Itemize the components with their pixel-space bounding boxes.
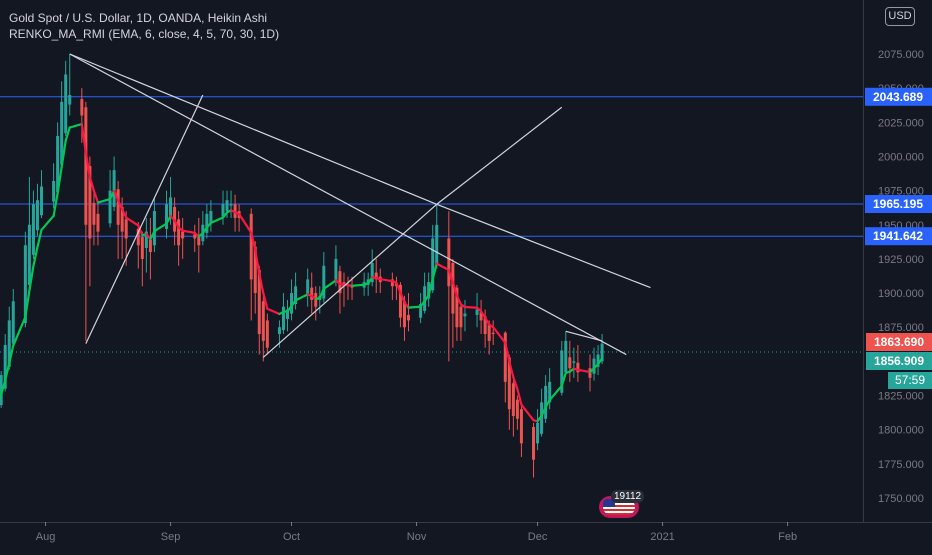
candle-body[interactable] — [262, 301, 265, 341]
candle-body[interactable] — [334, 259, 337, 282]
candle-body[interactable] — [36, 200, 39, 230]
moving-average-segment — [352, 285, 364, 286]
candle-body[interactable] — [572, 361, 575, 362]
level-label: 1941.642 — [873, 229, 923, 243]
price-axis-tick-label: 1800.000 — [878, 425, 924, 437]
candle-body[interactable] — [447, 238, 450, 286]
candle-body[interactable] — [80, 99, 83, 115]
price-axis-tick-label: 1925.000 — [878, 254, 924, 266]
time-axis-tick-label: Feb — [778, 531, 797, 543]
candle-body[interactable] — [64, 74, 67, 133]
candle-body[interactable] — [435, 225, 438, 265]
candle-body[interactable] — [536, 423, 539, 443]
close-price-tag: 1856.909 — [866, 352, 932, 370]
candle-body[interactable] — [278, 327, 281, 334]
time-axis-tick-label: 2021 — [650, 531, 674, 543]
candle-body[interactable] — [197, 237, 200, 245]
price-axis-tick-label: 1775.000 — [878, 459, 924, 471]
candle-body[interactable] — [532, 427, 535, 460]
candle-body[interactable] — [96, 214, 99, 232]
price-axis-tick-label: 1825.000 — [878, 391, 924, 403]
candle-body[interactable] — [153, 211, 156, 245]
candle-body[interactable] — [266, 320, 269, 347]
candle-body[interactable] — [564, 341, 567, 372]
candle-body[interactable] — [181, 232, 184, 239]
candle-body[interactable] — [113, 170, 116, 207]
price-axis-tick-label: 1750.000 — [878, 493, 924, 505]
candle-body[interactable] — [169, 197, 172, 216]
candle-body[interactable] — [125, 219, 128, 238]
candle-body[interactable] — [512, 383, 515, 416]
candle-body[interactable] — [516, 400, 519, 419]
level-label: 1965.195 — [873, 197, 923, 211]
last-price-tag: 1863.690 — [866, 333, 932, 351]
price-axis-tick-label: 2075.000 — [878, 49, 924, 61]
candle-body[interactable] — [84, 107, 87, 224]
moving-average-segment — [465, 307, 477, 308]
level-label: 2043.689 — [873, 90, 923, 104]
candle-body[interactable] — [149, 240, 152, 252]
symbol-title[interactable]: Gold Spot / U.S. Dollar, 1D, OANDA, Heik… — [9, 10, 279, 26]
time-axis-tick-label: Dec — [528, 531, 548, 543]
candle-body[interactable] — [463, 314, 466, 317]
candle-body[interactable] — [52, 181, 55, 201]
candle-body[interactable] — [250, 214, 253, 280]
candle-body[interactable] — [544, 386, 547, 419]
time-axis-tick-label: Nov — [407, 531, 427, 543]
candle-body[interactable] — [12, 301, 15, 343]
candle-body[interactable] — [407, 315, 410, 320]
candle-body[interactable] — [488, 324, 491, 340]
indicator-title[interactable]: RENKO_MA_RMI (EMA, 6, close, 4, 5, 70, 3… — [9, 26, 279, 42]
candle-body[interactable] — [92, 203, 95, 225]
candle-body[interactable] — [568, 357, 571, 368]
candle-body[interactable] — [117, 189, 120, 225]
time-axis-tick-label: Aug — [36, 531, 56, 543]
price-axis-tick-label: 2000.000 — [878, 151, 924, 163]
price-axis-tick-label: 1900.000 — [878, 288, 924, 300]
chart-legend: Gold Spot / U.S. Dollar, 1D, OANDA, Heik… — [9, 10, 279, 42]
candle-body[interactable] — [177, 219, 180, 245]
candle-body[interactable] — [459, 307, 462, 327]
time-axis-tick-label: Oct — [283, 531, 300, 543]
bar-countdown-tag: 57:59 — [888, 372, 932, 389]
candle-body[interactable] — [32, 204, 35, 255]
candle-body[interactable] — [282, 307, 285, 330]
economic-event-badge[interactable]: 19112 — [597, 490, 643, 520]
event-count: 19112 — [611, 490, 644, 503]
candle-body[interactable] — [28, 225, 31, 285]
candle-body[interactable] — [476, 309, 479, 314]
candle-body[interactable] — [492, 333, 495, 334]
candle-body[interactable] — [520, 409, 523, 443]
time-axis-tick-label: Sep — [161, 531, 181, 543]
candle-body[interactable] — [141, 237, 144, 259]
candle-body[interactable] — [40, 187, 43, 216]
candle-body[interactable] — [230, 204, 233, 205]
candle-body[interactable] — [68, 95, 71, 105]
moving-average-segment — [409, 307, 421, 308]
candle-body[interactable] — [226, 200, 229, 211]
currency-badge[interactable]: USD — [885, 7, 915, 26]
price-axis-tick-label: 2025.000 — [878, 117, 924, 129]
